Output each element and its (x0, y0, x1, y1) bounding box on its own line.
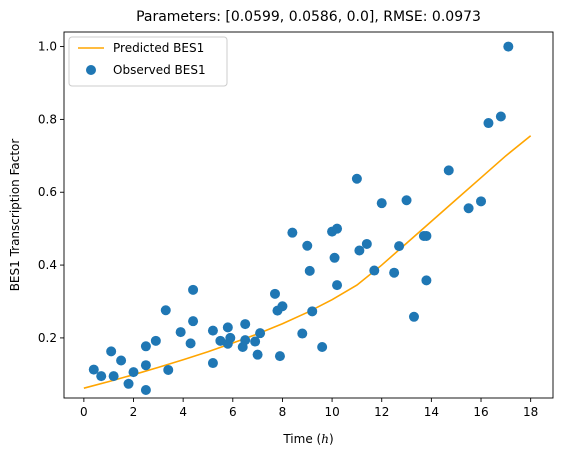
observed-point (354, 245, 365, 256)
observed-point (123, 378, 134, 389)
x-tick-label: 18 (523, 405, 538, 419)
observed-point (277, 301, 288, 312)
y-tick-label: 0.4 (38, 258, 57, 272)
observed-point (476, 196, 487, 207)
x-tick-label: 0 (80, 405, 88, 419)
observed-point (240, 319, 251, 330)
observed-point (304, 265, 315, 276)
y-tick-label: 1.0 (38, 40, 57, 54)
observed-point (332, 280, 343, 291)
observed-point (302, 240, 313, 251)
observed-point (185, 338, 196, 349)
y-tick-label: 0.8 (38, 112, 57, 126)
observed-point (106, 346, 117, 357)
observed-point (163, 364, 174, 375)
observed-point (240, 335, 251, 346)
plot-content (83, 41, 532, 395)
observed-point (307, 306, 318, 317)
observed-point (297, 328, 308, 339)
legend-label-predicted: Predicted BES1 (113, 41, 204, 55)
observed-point (207, 358, 218, 369)
legend-box (68, 36, 228, 87)
observed-point (394, 241, 405, 252)
observed-point (389, 267, 400, 278)
observed-point (140, 384, 151, 395)
observed-point (88, 364, 99, 375)
observed-point (421, 275, 432, 286)
x-axis-label-variable: h (321, 432, 329, 446)
observed-point (128, 367, 139, 378)
observed-point (222, 322, 233, 333)
legend: Predicted BES1 Observed BES1 (68, 36, 228, 87)
legend-label-observed: Observed BES1 (113, 63, 206, 77)
observed-point (503, 41, 514, 52)
x-tick-label: 6 (229, 405, 237, 419)
observed-point (287, 227, 298, 238)
plot-area-background (64, 32, 553, 398)
observed-point (329, 252, 340, 263)
observed-point (443, 165, 454, 176)
observed-point (269, 288, 280, 299)
observed-point (140, 360, 151, 371)
observed-point (188, 316, 199, 327)
y-tick-label: 0.6 (38, 185, 57, 199)
observed-point (274, 351, 285, 362)
x-tick-label: 12 (374, 405, 389, 419)
observed-point (96, 371, 107, 382)
observed-point (317, 342, 328, 353)
y-axis: 0.2 0.4 0.6 0.8 1.0 (38, 40, 64, 345)
observed-point (369, 265, 380, 276)
observed-point (401, 195, 412, 206)
observed-point (252, 349, 263, 360)
observed-point (160, 305, 171, 316)
observed-point (188, 284, 199, 295)
observed-point (116, 355, 127, 366)
x-tick-label: 14 (424, 405, 439, 419)
x-axis-label-suffix: ) (329, 432, 334, 446)
observed-point (332, 223, 343, 234)
observed-point (495, 111, 506, 122)
observed-point (108, 371, 119, 382)
y-tick-label: 0.2 (38, 331, 57, 345)
plot-frame (63, 31, 554, 399)
observed-point (207, 325, 218, 336)
observed-point (150, 335, 161, 346)
observed-point (361, 238, 372, 249)
x-axis: 0 2 4 6 8 10 12 14 16 18 (80, 398, 538, 419)
x-tick-label: 16 (473, 405, 488, 419)
y-axis-label: BES1 Transcription Factor (8, 139, 22, 292)
observed-point (250, 336, 261, 347)
observed-point (483, 118, 494, 129)
observed-point (408, 311, 419, 322)
observed-point (463, 203, 474, 214)
x-axis-label: Time (h) (282, 432, 333, 446)
observed-point (140, 341, 151, 352)
observed-point (421, 230, 432, 241)
chart-title: Parameters: [0.0599, 0.0586, 0.0], RMSE:… (136, 9, 481, 25)
x-tick-label: 10 (324, 405, 339, 419)
x-tick-label: 8 (279, 405, 287, 419)
x-tick-label: 2 (130, 405, 138, 419)
observed-point (351, 173, 362, 184)
predicted-line (83, 135, 532, 389)
observed-point (225, 332, 236, 343)
x-tick-label: 4 (179, 405, 187, 419)
observed-point (175, 327, 186, 338)
observed-point (255, 328, 266, 339)
legend-marker-swatch (86, 65, 96, 75)
observed-point (376, 198, 387, 209)
x-axis-label-prefix: Time ( (282, 432, 321, 446)
